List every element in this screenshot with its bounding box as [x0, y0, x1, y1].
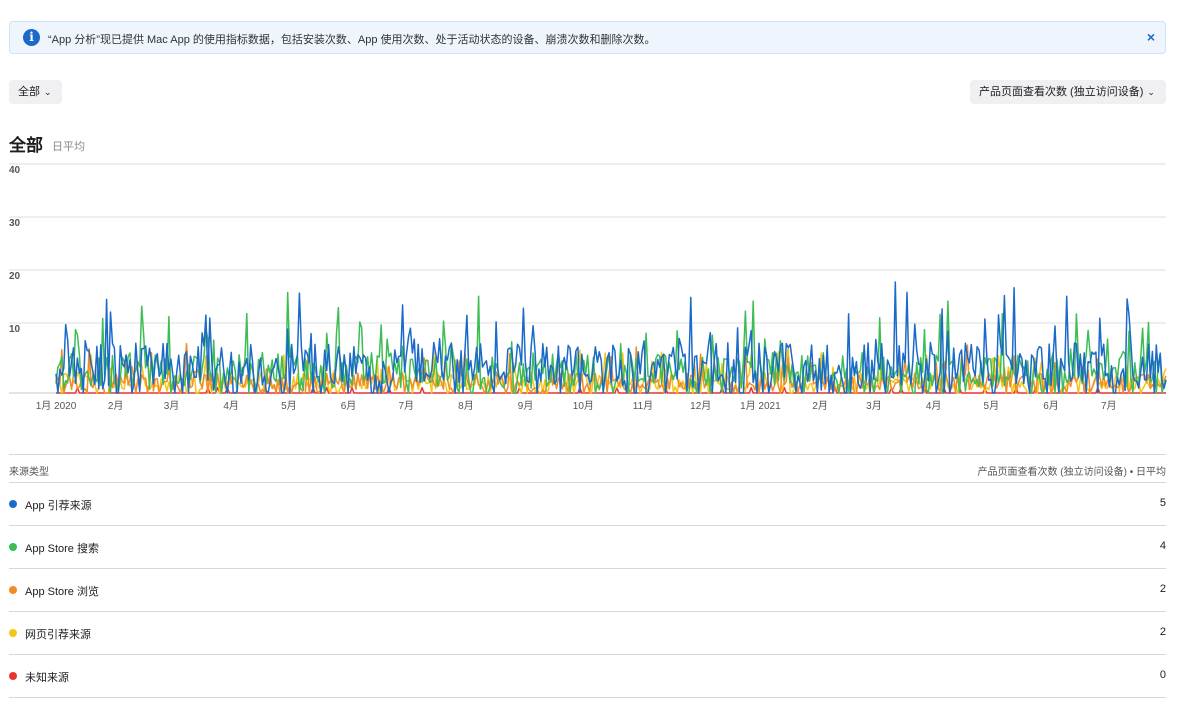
table-row[interactable]: App 引荐来源 5 [9, 483, 1166, 526]
x-tick-label: 1月 2021 [740, 400, 781, 412]
table-header: 来源类型 产品页面查看次数 (独立访问设备) • 日平均 [9, 454, 1166, 483]
y-tick-label: 40 [9, 165, 21, 176]
table-row[interactable]: App Store 搜索 4 [9, 526, 1166, 569]
y-tick-label: 20 [9, 271, 21, 282]
line-chart: 40 30 20 10 1月 2020 2月 3月 4月 5月 6月 7月 8月 9月 10月 11月 12月… [9, 163, 1167, 412]
source-label: App Store 搜索 [25, 543, 99, 555]
source-value: 2 [1159, 583, 1166, 595]
x-tick-label: 10月 [573, 400, 594, 412]
series-line [55, 347, 1167, 394]
table-header-source: 来源类型 [9, 467, 49, 478]
info-banner: i “App 分析”现已提供 Mac App 的使用指标数据，包括安装次数、Ap… [9, 21, 1166, 54]
x-tick-label: 6月 [341, 400, 357, 412]
x-tick-label: 5月 [281, 400, 297, 412]
series-color-dot [9, 672, 17, 680]
series-line [55, 342, 1167, 394]
close-icon[interactable]: × [1146, 29, 1155, 45]
banner-message: “App 分析”现已提供 Mac App 的使用指标数据，包括安装次数、App … [48, 34, 656, 46]
info-icon: i [23, 29, 40, 46]
x-tick-label: 6月 [1043, 400, 1059, 412]
x-tick-label: 2月 [108, 400, 124, 412]
y-tick-label: 30 [9, 218, 21, 229]
x-tick-label: 4月 [223, 400, 239, 412]
source-value: 0 [1159, 669, 1166, 681]
table-header-metric[interactable]: 产品页面查看次数 (独立访问设备) • 日平均 [977, 467, 1167, 478]
series-line [56, 386, 1166, 394]
section-title: 全部 [9, 136, 43, 155]
source-value: 2 [1159, 626, 1166, 638]
x-tick-label: 1月 2020 [36, 400, 77, 412]
x-tick-label: 5月 [984, 400, 1000, 412]
metric-label: 产品页面查看次数 (独立访问设备) [979, 86, 1144, 98]
x-tick-label: 8月 [458, 400, 474, 412]
chevron-down-icon: ⌄ [1147, 87, 1155, 97]
table-row[interactable]: 未知来源 0 [9, 655, 1166, 698]
chevron-down-icon: ⌄ [44, 87, 52, 97]
source-label: App Store 浏览 [25, 586, 99, 598]
section-subtitle: 日平均 [52, 141, 85, 153]
series-color-dot [9, 586, 17, 594]
x-tick-label: 12月 [690, 400, 711, 412]
series-color-dot [9, 500, 17, 508]
series-line [55, 281, 1167, 394]
source-filter-label: 全部 [18, 86, 40, 98]
x-tick-label: 9月 [518, 400, 534, 412]
x-tick-label: 3月 [866, 400, 882, 412]
x-tick-label: 3月 [164, 400, 180, 412]
x-tick-label: 7月 [1101, 400, 1117, 412]
table-row[interactable]: 网页引荐来源 2 [9, 612, 1166, 655]
source-label: App 引荐来源 [25, 500, 92, 512]
x-tick-label: 4月 [926, 400, 942, 412]
source-filter-dropdown[interactable]: 全部 ⌄ [9, 80, 62, 104]
source-value: 5 [1159, 497, 1166, 509]
y-tick-label: 10 [9, 324, 21, 335]
metric-dropdown[interactable]: 产品页面查看次数 (独立访问设备) ⌄ [970, 80, 1166, 104]
source-value: 4 [1159, 540, 1166, 552]
source-label: 网页引荐来源 [25, 629, 91, 641]
series-color-dot [9, 629, 17, 637]
x-tick-label: 11月 [633, 400, 653, 412]
source-label: 未知来源 [25, 672, 69, 684]
x-tick-label: 7月 [398, 400, 414, 412]
x-tick-label: 2月 [812, 400, 828, 412]
series-color-dot [9, 543, 17, 551]
table-row[interactable]: App Store 浏览 2 [9, 569, 1166, 612]
